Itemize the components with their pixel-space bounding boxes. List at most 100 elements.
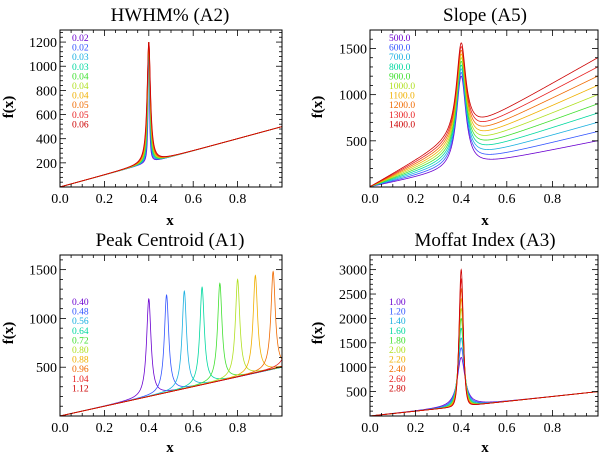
series-group — [370, 268, 598, 416]
legend-entry: 1.12 — [72, 384, 89, 394]
y-tick-label: 200 — [36, 157, 57, 172]
x-tick-label: 0.4 — [140, 192, 158, 207]
chart-title: Slope (A5) — [443, 5, 527, 26]
y-tick-label: 600 — [36, 109, 57, 124]
series-line-5 — [370, 57, 598, 187]
legend-entry: 0.04 — [72, 82, 89, 92]
legend-entry: 1.20 — [389, 308, 406, 318]
legend: 500.0600.0700.0800.0900.01000.01100.0120… — [389, 34, 415, 130]
chart-title: Moffat Index (A3) — [414, 230, 555, 251]
series-line-9 — [370, 42, 598, 187]
legend-entry: 0.64 — [72, 327, 89, 337]
legend-entry: 0.05 — [72, 111, 89, 121]
legend-entry: 2.80 — [389, 384, 406, 394]
legend-entry: 700.0 — [389, 53, 411, 63]
legend-entry: 2.60 — [389, 375, 406, 385]
y-axis-label: f(x) — [1, 96, 17, 119]
legend-entry: 0.05 — [72, 101, 89, 111]
legend-entry: 0.88 — [72, 356, 89, 366]
x-tick-label: 0.4 — [452, 192, 470, 207]
legend-entry: 1.40 — [389, 317, 406, 327]
y-tick-label: 1000 — [339, 89, 367, 104]
legend-entry: 600.0 — [389, 44, 411, 54]
legend-entry: 1400.0 — [389, 120, 415, 130]
y-tick-label: 1000 — [339, 361, 367, 376]
y-tick-label: 2000 — [339, 312, 367, 327]
panel-moffat-index: Moffat Index (A3) x f(x) — [310, 230, 556, 455]
legend-entry: 500.0 — [389, 34, 411, 44]
panel-hwhm: HWHM% (A2) x f(x) — [1, 5, 229, 229]
legend-entry: 1.60 — [389, 327, 406, 337]
y-tick-label: 1500 — [339, 337, 367, 352]
series-line-9 — [60, 365, 282, 416]
legend-entry: 800.0 — [389, 63, 411, 73]
legend-entry: 1300.0 — [389, 111, 415, 121]
x-tick-label: 0.6 — [498, 421, 516, 436]
legend-entry: 0.02 — [72, 34, 89, 44]
x-axis-label: x — [481, 213, 489, 229]
x-axis-label: x — [166, 440, 174, 455]
chart-1: 0.0 0.2 0.4 0.6 0.8 500 1000 1500 500.0600.0700.… — [339, 29, 599, 207]
legend-entry: 0.03 — [72, 63, 89, 73]
y-tick-label: 1000 — [29, 60, 57, 75]
x-tick-label: 0.8 — [229, 192, 247, 207]
series-line-8 — [370, 46, 598, 187]
y-tick-label: 1500 — [339, 42, 367, 57]
x-tick-label: 0.0 — [51, 421, 69, 436]
legend-entry: 0.02 — [72, 44, 89, 54]
legend-entry: 0.56 — [72, 317, 89, 327]
legend: 0.020.020.030.030.040.040.040.050.050.06 — [72, 34, 89, 130]
x-tick-label: 0.2 — [96, 421, 114, 436]
legend-entry: 1.00 — [389, 298, 406, 308]
axes: 0.0 0.2 0.4 0.6 0.8 500 1000 1500 — [339, 29, 599, 207]
series-group — [370, 42, 598, 187]
x-tick-label: 0.8 — [544, 192, 562, 207]
legend-entry: 1000.0 — [389, 82, 415, 92]
legend-entry: 0.40 — [72, 298, 89, 308]
legend-entry: 0.04 — [72, 92, 89, 102]
legend-entry: 0.48 — [72, 308, 89, 318]
y-tick-label: 3000 — [339, 264, 367, 279]
legend-entry: 0.72 — [72, 336, 89, 346]
series-line-9 — [370, 268, 598, 416]
legend-entry: 2.20 — [389, 356, 406, 366]
legend-entry: 0.80 — [72, 346, 89, 356]
x-tick-label: 0.4 — [452, 421, 470, 436]
y-tick-label: 1200 — [29, 36, 57, 51]
x-tick-label: 0.6 — [184, 192, 202, 207]
series-line-2 — [370, 68, 598, 187]
legend-entry: 0.03 — [72, 53, 89, 63]
x-tick-label: 0.6 — [498, 192, 516, 207]
x-tick-label: 0.2 — [407, 421, 425, 436]
series-group — [60, 270, 282, 416]
series-line-3 — [370, 64, 598, 187]
chart-2: 0.0 0.2 0.4 0.6 0.8500100015000.400.480.560.… — [29, 254, 283, 436]
y-tick-label: 1500 — [29, 264, 57, 279]
y-axis-label: f(x) — [1, 322, 17, 345]
legend: 1.001.201.401.601.802.002.202.402.602.80 — [389, 298, 406, 394]
series-group — [60, 41, 282, 187]
y-tick-label: 500 — [346, 135, 367, 150]
axes: 0.0 0.2 0.4 0.6 0.8 500 1000 1500 2000 2500 3000 — [339, 254, 599, 436]
legend-entry: 1.80 — [389, 336, 406, 346]
legend-entry: 2.00 — [389, 346, 406, 356]
legend-entry: 1.04 — [72, 375, 89, 385]
x-tick-label: 0.0 — [361, 192, 379, 207]
legend-entry: 0.06 — [72, 120, 89, 130]
x-tick-label: 0.2 — [96, 192, 114, 207]
legend-entry: 0.04 — [72, 72, 89, 82]
y-tick-label: 400 — [36, 133, 57, 148]
chart-title: HWHM% (A2) — [111, 5, 230, 26]
chart-title: Peak Centroid (A1) — [96, 230, 245, 251]
legend-entry: 1200.0 — [389, 101, 415, 111]
series-line-1 — [370, 72, 598, 187]
x-tick-label: 0.8 — [229, 421, 247, 436]
series-line-0 — [370, 75, 598, 187]
series-line-7 — [370, 49, 598, 187]
x-tick-label: 0.2 — [407, 192, 425, 207]
series-line-9 — [60, 41, 282, 187]
panel-slope: Slope (A5) x f(x) — [310, 5, 527, 229]
